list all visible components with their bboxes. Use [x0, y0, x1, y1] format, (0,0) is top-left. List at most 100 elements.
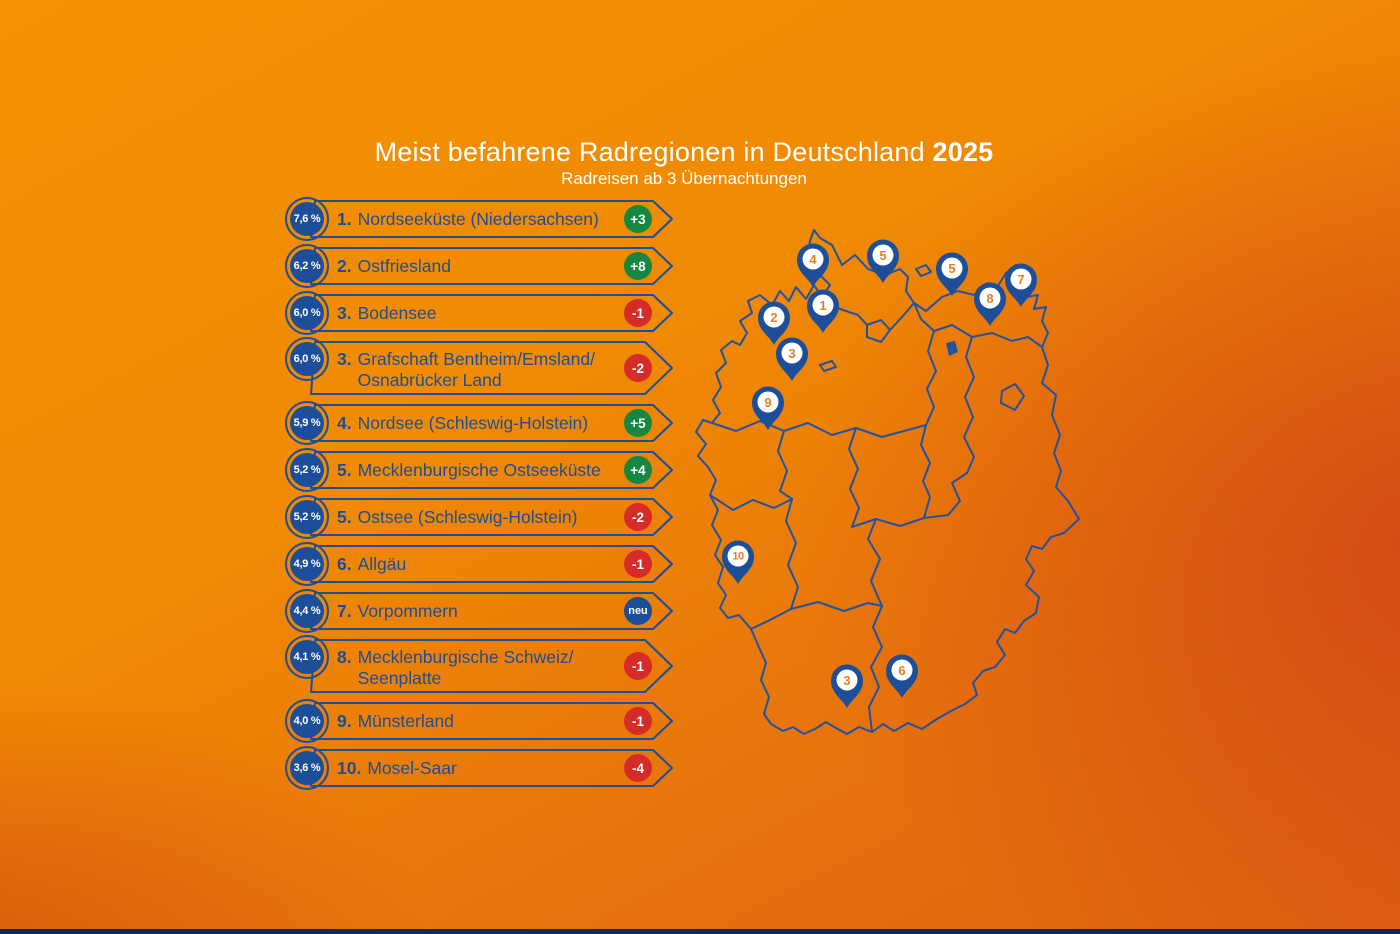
rank-number: 4. — [337, 412, 352, 433]
pin-number: 1 — [819, 298, 826, 313]
state-border — [920, 424, 931, 519]
change-badge: +5 — [624, 409, 652, 437]
percent-badge: 5,9 % — [285, 401, 329, 445]
pin-number: 5 — [948, 261, 955, 276]
change-value: +5 — [630, 415, 646, 431]
region-name: Mecklenburgische Schweiz/ Seenplatte — [357, 647, 574, 688]
pin-face — [1010, 268, 1032, 290]
rank-number: 9. — [337, 710, 352, 731]
pin-number: 4 — [809, 252, 817, 267]
region-name: Mecklenburgische Ostseeküste — [357, 459, 601, 480]
ranking-row: 4,9 % 6. Allgäu -1 — [285, 542, 676, 586]
state-border — [925, 330, 937, 426]
map-pin: 6 — [886, 654, 918, 698]
island-shape — [915, 264, 932, 277]
percent-value: 3,6 % — [290, 751, 324, 785]
map-pin: 4 — [797, 243, 829, 287]
region-name: Allgäu — [357, 553, 407, 574]
pin-number: 6 — [898, 663, 905, 678]
percent-value: 4,1 % — [290, 640, 324, 674]
region-label: 3. Grafschaft Bentheim/Emsland/ Osnabrüc… — [337, 341, 595, 395]
percent-value: 4,4 % — [290, 594, 324, 628]
region-name: Münsterland — [357, 710, 454, 731]
ranking-row: 4,1 % 8. Mecklenburgische Schweiz/ Seenp… — [285, 635, 676, 693]
ranking-row: 4,4 % 7. Vorpommern neu — [285, 589, 676, 633]
ranking-row: 4,0 % 9. Münsterland -1 — [285, 699, 676, 743]
change-badge: neu — [624, 597, 652, 625]
ranking-row: 5,2 % 5. Mecklenburgische Ostseeküste +4 — [285, 448, 676, 492]
ranking-row: 5,9 % 4. Nordsee (Schleswig-Holstein) +5 — [285, 401, 676, 445]
pin-face — [757, 391, 779, 413]
pin-face — [763, 306, 785, 328]
map-pin: 5 — [867, 239, 899, 283]
ranking-row: 6,0 % 3. Bodensee -1 — [285, 291, 676, 335]
rank-number: 3. — [337, 302, 352, 323]
pin-number: 2 — [770, 310, 777, 325]
banner-arrow-shape — [310, 341, 673, 395]
map-pin: 9 — [752, 386, 784, 430]
change-badge: +3 — [624, 205, 652, 233]
state-border — [963, 336, 975, 474]
map-pin: 5 — [936, 252, 968, 296]
change-value: -2 — [631, 509, 644, 525]
rank-number: 5. — [337, 459, 352, 480]
rank-number: 8. — [337, 647, 352, 667]
percent-value: 7,6 % — [290, 202, 324, 236]
change-value: -1 — [631, 658, 644, 674]
rank-number: 1. — [337, 208, 352, 229]
pin-face — [872, 244, 894, 266]
state-border-berlin — [1000, 383, 1025, 411]
state-border — [709, 494, 793, 511]
rank-number: 5. — [337, 506, 352, 527]
pin-face — [781, 342, 803, 364]
region-label: 5. Mecklenburgische Ostseeküste — [337, 451, 601, 489]
page-title: Meist befahrene Radregionen in Deutschla… — [234, 138, 1134, 167]
pin-face — [812, 294, 834, 316]
percent-value: 4,0 % — [290, 704, 324, 738]
change-value: -1 — [631, 305, 644, 321]
lake-shape — [819, 360, 837, 372]
rank-number: 3. — [337, 349, 352, 369]
map-pin: 7 — [1005, 263, 1037, 307]
percent-badge: 4,4 % — [285, 589, 329, 633]
region-label: 1. Nordseeküste (Niedersachsen) — [337, 200, 599, 238]
map-pin: 1 — [807, 289, 839, 333]
map-pin: 3 — [776, 337, 808, 381]
percent-value: 6,2 % — [290, 249, 324, 283]
banner-arrow-shape — [310, 639, 673, 693]
change-value: neu — [628, 605, 648, 617]
bottom-accent-bar — [0, 929, 1400, 934]
region-name: Mosel-Saar — [367, 757, 457, 778]
percent-badge: 3,6 % — [285, 746, 329, 790]
region-name: Bodensee — [357, 302, 437, 323]
pin-face — [941, 257, 963, 279]
region-name: Ostsee (Schleswig-Holstein) — [357, 506, 578, 527]
region-label: 9. Münsterland — [337, 702, 454, 740]
region-name: Nordsee (Schleswig-Holstein) — [357, 412, 589, 433]
pin-number: 3 — [788, 346, 795, 361]
percent-badge: 4,9 % — [285, 542, 329, 586]
percent-value: 6,0 % — [290, 296, 324, 330]
change-badge: +4 — [624, 456, 652, 484]
region-name: Grafschaft Bentheim/Emsland/ Osnabrücker… — [357, 349, 595, 390]
change-badge: -1 — [624, 707, 652, 735]
region-label: 3. Bodensee — [337, 294, 436, 332]
region-name: Ostfriesland — [357, 255, 451, 276]
rank-number: 2. — [337, 255, 352, 276]
change-value: -4 — [631, 760, 644, 776]
percent-value: 5,2 % — [290, 453, 324, 487]
pin-number: 7 — [1017, 272, 1024, 287]
region-label: 8. Mecklenburgische Schweiz/ Seenplatte — [337, 639, 574, 693]
ranking-row: 7,6 % 1. Nordseeküste (Niedersachsen) +3 — [285, 197, 676, 241]
map-pin: 10 — [722, 540, 754, 584]
region-label: 2. Ostfriesland — [337, 247, 451, 285]
change-badge: -2 — [624, 503, 652, 531]
percent-badge: 6,2 % — [285, 244, 329, 288]
pin-number: 9 — [764, 395, 771, 410]
rank-number: 10. — [337, 757, 362, 778]
change-badge: -4 — [624, 754, 652, 782]
pin-face — [727, 545, 749, 567]
map-pins-layer: 4 5 5 7 8 1 2 3 9 10 3 6 — [722, 239, 1037, 708]
lake-filled-shape — [946, 341, 958, 356]
region-label: 5. Ostsee (Schleswig-Holstein) — [337, 498, 577, 536]
